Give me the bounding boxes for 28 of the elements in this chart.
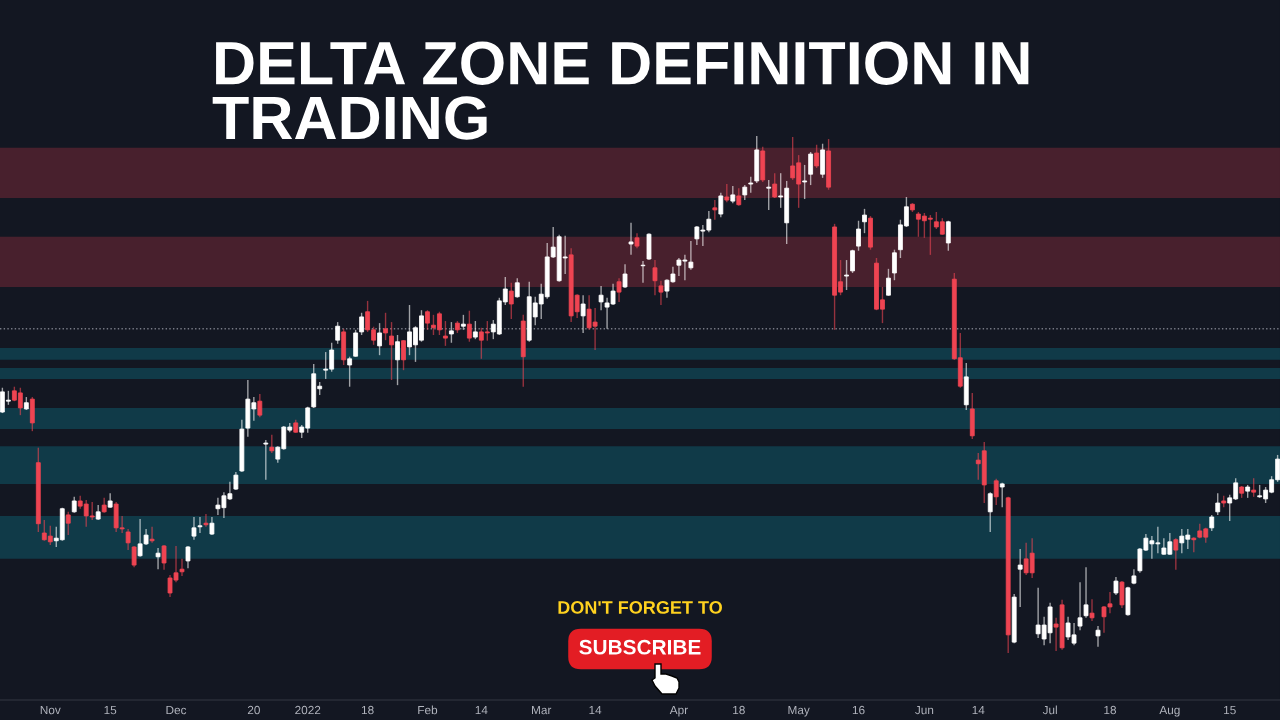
x-tick-label: 14: [972, 705, 985, 715]
x-tick-label: 18: [733, 705, 745, 715]
candlestick: [149, 526, 155, 544]
x-tick-label: Nov: [40, 705, 61, 715]
x-tick-label: Apr: [669, 705, 688, 717]
x-tick-label: 14: [589, 705, 602, 715]
x-tick-label: 2022: [295, 705, 321, 715]
x-tick-label: Jun: [915, 705, 934, 715]
x-tick-label: Dec: [166, 705, 187, 715]
x-tick-label: Aug: [1159, 705, 1180, 717]
x-tick-label: Feb: [418, 705, 438, 715]
x-tick-label: 15: [104, 705, 117, 715]
x-tick-label: Jul: [1042, 705, 1057, 715]
x-tick-label: Mar: [532, 705, 552, 715]
candlestick: [179, 558, 185, 577]
x-tick-label: May: [788, 705, 810, 717]
x-tick-label: 18: [1104, 705, 1117, 715]
candlestick: [203, 513, 209, 528]
x-tick-label: 15: [1224, 705, 1236, 715]
chart-title: DELTA ZONE DEFINITION IN TRADING: [212, 41, 1029, 140]
candlestick: [1119, 580, 1125, 609]
annotation: SUBSCRIBE: [579, 639, 701, 655]
x-tick-label: 14: [475, 705, 488, 715]
candlestick: [197, 516, 203, 534]
x-tick-label: 20: [247, 705, 260, 715]
x-tick-label: 18: [361, 705, 374, 715]
annotation: DON'T FORGET TO: [558, 601, 722, 614]
x-tick-label: 16: [852, 705, 865, 715]
